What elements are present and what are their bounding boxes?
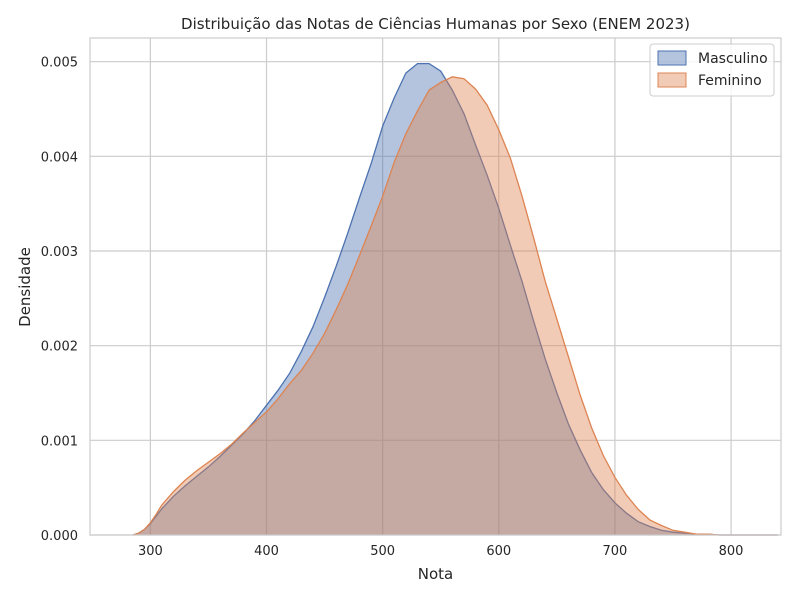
plot-frame bbox=[89, 37, 782, 536]
density-line-feminino bbox=[132, 76, 778, 536]
x-axis-label: Nota bbox=[418, 565, 453, 583]
density-area-masculino bbox=[133, 63, 778, 535]
density-areas bbox=[132, 62, 778, 536]
chart-title: Distribuição das Notas de Ciências Human… bbox=[181, 15, 690, 33]
x-tick-label: 300 bbox=[138, 544, 163, 559]
legend-swatch-feminino bbox=[657, 72, 687, 88]
legend-swatch-masculino bbox=[657, 50, 687, 66]
density-line-masculino bbox=[132, 62, 778, 536]
y-tick-label: 0.003 bbox=[41, 245, 78, 260]
grid-lines bbox=[90, 38, 781, 536]
y-tick-label: 0.000 bbox=[41, 529, 78, 544]
y-axis-label: Densidade bbox=[16, 247, 34, 327]
x-tick-label: 400 bbox=[254, 544, 279, 559]
x-tick-label: 500 bbox=[370, 544, 395, 559]
legend-box bbox=[649, 43, 775, 97]
x-axis-ticks: 300 400 500 600 700 800 bbox=[138, 544, 744, 559]
y-axis-ticks: 0.000 0.001 0.002 0.003 0.004 0.005 bbox=[41, 56, 78, 544]
legend: Masculino Feminino bbox=[649, 43, 775, 97]
x-tick-label: 800 bbox=[719, 544, 744, 559]
legend-label-masculino: Masculino bbox=[698, 51, 768, 67]
x-tick-label: 600 bbox=[486, 544, 511, 559]
legend-label-feminino: Feminino bbox=[698, 73, 762, 89]
y-tick-label: 0.001 bbox=[41, 434, 78, 449]
y-tick-label: 0.002 bbox=[41, 340, 78, 355]
x-tick-label: 700 bbox=[603, 544, 628, 559]
y-tick-label: 0.005 bbox=[41, 56, 78, 71]
density-area-feminino bbox=[133, 76, 778, 536]
y-tick-label: 0.004 bbox=[41, 150, 78, 165]
